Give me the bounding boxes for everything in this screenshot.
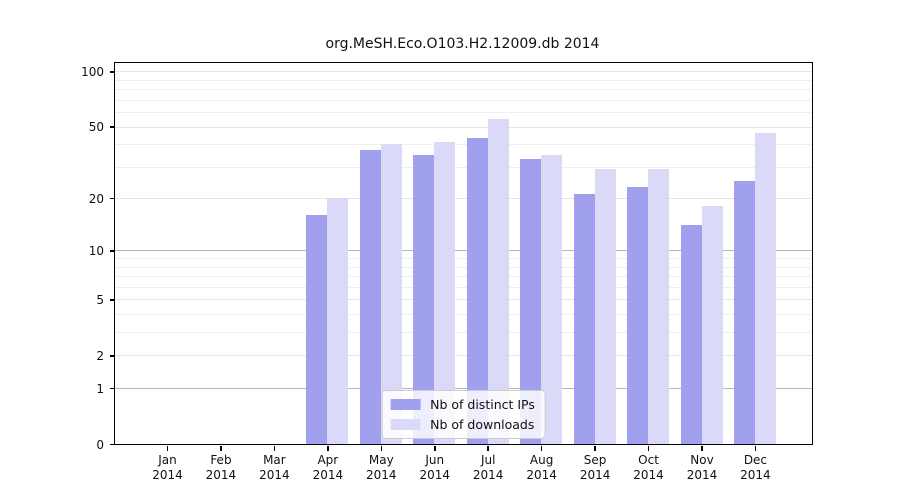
y-axis-tick-label: 20 xyxy=(88,191,104,206)
x-tick-mark xyxy=(273,446,276,451)
x-tick-mark xyxy=(434,446,436,451)
bar-nb-of-downloads-month-7 xyxy=(487,119,509,444)
x-axis-tick-label: May 2014 xyxy=(366,453,397,482)
y-tick-mark xyxy=(110,387,115,390)
bar-nb-of-distinct-ips-month-6 xyxy=(413,154,435,444)
major-gridline xyxy=(115,299,812,301)
bar-nb-of-downloads-month-11 xyxy=(701,206,723,444)
y-axis-tick-label: 100 xyxy=(81,64,104,79)
x-axis-tick-label: Nov 2014 xyxy=(686,453,718,482)
x-tick-mark xyxy=(487,446,489,451)
minor-gridline xyxy=(115,258,812,260)
x-axis-tick-label: Aug 2014 xyxy=(526,453,557,482)
minor-gridline xyxy=(115,314,812,316)
y-axis-tick-label: 50 xyxy=(88,120,104,135)
major-gridline xyxy=(115,355,812,357)
x-tick-mark xyxy=(380,446,383,451)
y-tick-mark xyxy=(110,197,115,200)
bar-nb-of-downloads-month-4 xyxy=(327,198,349,444)
x-tick-mark xyxy=(327,446,329,451)
minor-gridline xyxy=(115,79,812,81)
y-tick-mark xyxy=(110,299,115,301)
x-axis-tick-label: Jan 2014 xyxy=(152,453,183,482)
bar-nb-of-downloads-month-12 xyxy=(754,133,776,444)
y-axis-tick-label: 1 xyxy=(96,381,104,396)
x-axis-tick-label: Jun 2014 xyxy=(419,453,451,482)
bar-nb-of-distinct-ips-month-7 xyxy=(466,138,488,444)
minor-gridline xyxy=(115,144,812,146)
x-tick-mark xyxy=(220,446,222,451)
bar-nb-of-downloads-month-8 xyxy=(541,154,563,444)
y-tick-mark xyxy=(110,126,115,128)
legend-label-downloads: Nb of downloads xyxy=(430,417,535,432)
major-gridline xyxy=(115,71,812,73)
legend-item-distinct-ips: Nb of distinct IPs xyxy=(390,397,535,412)
minor-gridline xyxy=(115,332,812,334)
bar-nb-of-downloads-month-5 xyxy=(380,144,402,444)
legend-swatch-downloads xyxy=(390,419,421,430)
bar-nb-of-distinct-ips-month-10 xyxy=(627,187,649,444)
legend-item-downloads: Nb of downloads xyxy=(390,417,535,432)
legend: Nb of distinct IPs Nb of downloads xyxy=(381,390,546,439)
y-tick-mark xyxy=(110,71,115,73)
x-axis-tick-label: Sep 2014 xyxy=(579,453,611,482)
y-tick-mark xyxy=(110,443,115,446)
x-tick-mark xyxy=(540,446,543,451)
y-axis-tick-label: 5 xyxy=(96,292,104,307)
x-tick-mark xyxy=(701,446,703,451)
minor-gridline xyxy=(115,286,812,288)
legend-swatch-distinct-ips xyxy=(390,399,421,410)
y-tick-mark xyxy=(110,250,115,252)
x-axis-tick-label: Mar 2014 xyxy=(259,453,290,482)
major-gridline xyxy=(115,126,812,128)
bar-nb-of-distinct-ips-month-8 xyxy=(520,159,542,444)
bar-nb-of-distinct-ips-month-4 xyxy=(306,215,328,444)
x-axis-tick-label: Apr 2014 xyxy=(312,453,344,482)
x-tick-mark xyxy=(594,446,596,451)
y-tick-mark xyxy=(110,355,115,357)
minor-gridline xyxy=(115,276,812,278)
minor-gridline xyxy=(115,89,812,91)
bar-nb-of-downloads-month-6 xyxy=(434,142,456,444)
minor-gridline xyxy=(115,266,812,268)
major-gridline xyxy=(115,198,812,200)
chart-title: org.MeSH.Eco.O103.H2.12009.db 2014 xyxy=(325,36,600,52)
major-gridline xyxy=(115,250,812,252)
legend-label-distinct-ips: Nb of distinct IPs xyxy=(430,397,535,412)
x-tick-mark xyxy=(166,446,169,451)
x-tick-mark xyxy=(647,446,650,451)
minor-gridline xyxy=(115,112,812,114)
bar-nb-of-distinct-ips-month-11 xyxy=(680,225,702,444)
minor-gridline xyxy=(115,166,812,168)
y-axis-tick-label: 10 xyxy=(88,243,104,258)
bar-nb-of-distinct-ips-month-9 xyxy=(573,194,595,444)
bar-nb-of-downloads-month-9 xyxy=(594,169,616,444)
major-gridline xyxy=(115,388,812,390)
bar-nb-of-distinct-ips-month-5 xyxy=(359,150,381,444)
y-axis-tick-label: 0 xyxy=(96,437,104,452)
minor-gridline xyxy=(115,99,812,101)
x-axis-tick-label: Dec 2014 xyxy=(740,453,771,482)
y-axis-tick-label: 2 xyxy=(96,348,104,363)
x-tick-mark xyxy=(754,446,757,451)
x-axis-tick-label: Feb 2014 xyxy=(205,453,237,482)
bar-nb-of-downloads-month-10 xyxy=(648,169,670,444)
bar-nb-of-distinct-ips-month-12 xyxy=(733,180,755,444)
plot-area: Nb of distinct IPs Nb of downloads xyxy=(114,62,813,445)
x-axis-tick-label: Oct 2014 xyxy=(633,453,664,482)
x-axis-tick-label: Jul 2014 xyxy=(472,453,504,482)
